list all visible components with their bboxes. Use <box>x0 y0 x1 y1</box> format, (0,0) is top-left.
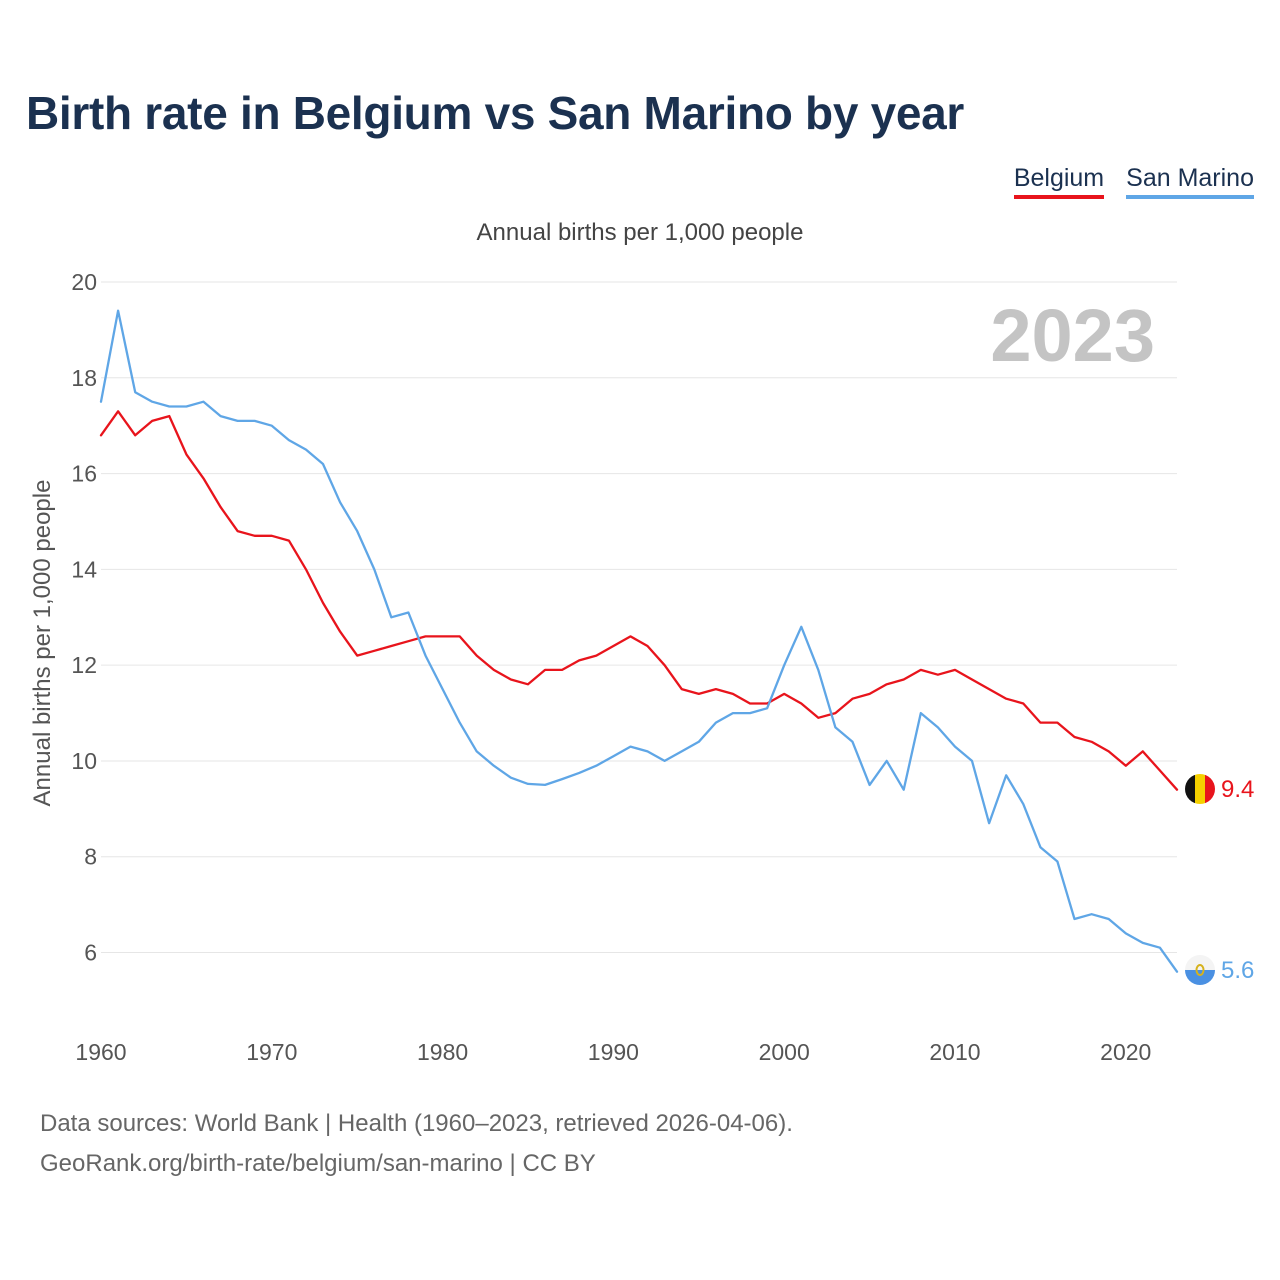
y-tick-label: 20 <box>71 269 97 295</box>
x-tick-label: 2010 <box>929 1039 980 1065</box>
series-lines <box>99 309 1179 973</box>
source-link[interactable]: GeoRank.org/birth-rate/belgium/san-marin… <box>40 1150 596 1177</box>
year-watermark: 2023 <box>990 294 1155 377</box>
chart-subtitle: Annual births per 1,000 people <box>477 219 804 246</box>
legend-item-belgium[interactable]: Belgium <box>1013 164 1105 199</box>
san-marino-end-label: 5.6 <box>1221 957 1254 984</box>
y-tick-label: 14 <box>71 556 97 582</box>
belgium-end-label: 9.4 <box>1221 776 1254 803</box>
san-marino-flag-icon <box>1185 955 1215 985</box>
belgium-flag-icon <box>1185 774 1215 804</box>
x-tick-label: 2020 <box>1100 1039 1151 1065</box>
y-tick-label: 8 <box>84 844 97 870</box>
y-tick-label: 16 <box>71 461 97 487</box>
x-tick-label: 1990 <box>588 1039 639 1065</box>
y-tick-label: 12 <box>71 652 97 678</box>
y-tick-label: 6 <box>84 940 97 966</box>
series-line-san-marino[interactable] <box>99 309 1179 973</box>
line-chart: Annual births per 1,000 people Annual bi… <box>29 219 1254 1065</box>
series-line-belgium[interactable] <box>99 410 1179 791</box>
x-axis-ticks: 1960 1970 1980 1990 2000 2010 2020 <box>75 1039 1151 1065</box>
x-tick-label: 2000 <box>759 1039 810 1065</box>
legend-item-san-marino[interactable]: San Marino <box>1126 164 1254 199</box>
source-note: Data sources: World Bank | Health (1960–… <box>40 1110 793 1137</box>
x-tick-label: 1970 <box>246 1039 297 1065</box>
y-tick-label: 18 <box>71 365 97 391</box>
y-axis-label: Annual births per 1,000 people <box>29 480 56 807</box>
x-tick-label: 1960 <box>75 1039 126 1065</box>
grid-lines <box>101 281 1177 954</box>
page-title: Birth rate in Belgium vs San Marino by y… <box>26 87 965 139</box>
y-tick-label: 10 <box>71 748 97 774</box>
footer: Data sources: World Bank | Health (1960–… <box>40 1104 793 1184</box>
y-axis-ticks: 6 8 10 12 14 16 18 20 <box>71 269 97 966</box>
x-tick-label: 1980 <box>417 1039 468 1065</box>
legend: Belgium San Marino <box>1013 164 1254 199</box>
